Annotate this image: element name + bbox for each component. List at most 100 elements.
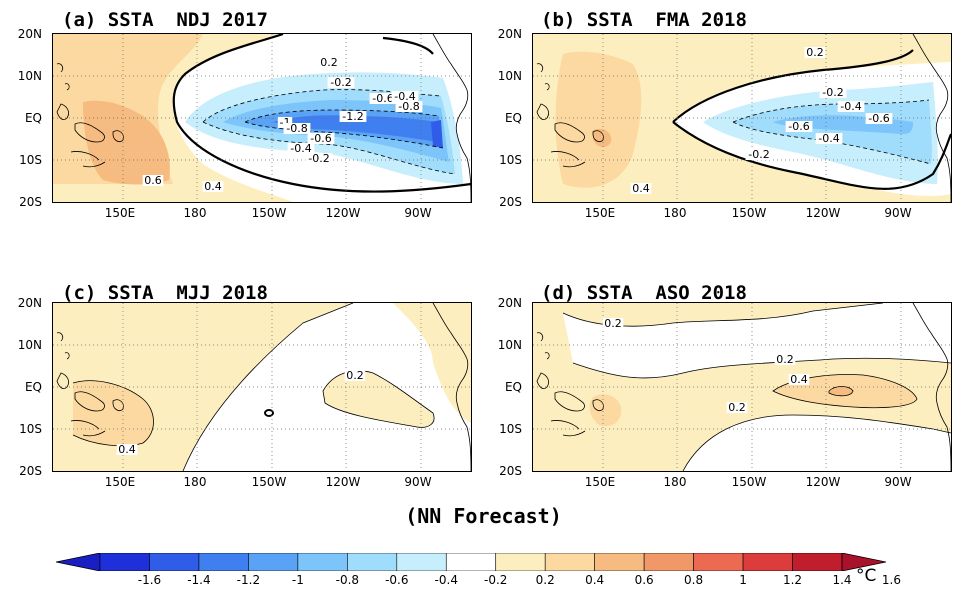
- contour-label-bg: [116, 444, 138, 455]
- lat-label: 10N: [17, 69, 42, 83]
- lat-label: 10S: [499, 153, 522, 167]
- colorbar-tick-label: 1.6: [881, 573, 901, 587]
- lon-label: 90W: [404, 206, 432, 220]
- lon-label: 150E: [584, 206, 616, 220]
- colorbar-unit: °C: [856, 566, 877, 586]
- coastline: [56, 34, 471, 202]
- lon-label: 150W: [251, 206, 287, 220]
- colorbar-tick-label: -0.4: [434, 573, 458, 587]
- colorbar-tick-label: -1.4: [187, 573, 211, 587]
- lon-label: 150E: [104, 206, 136, 220]
- colorbar-arrow-right: [841, 553, 886, 571]
- lon-label: 150E: [584, 475, 616, 489]
- contour-label: -0.6: [868, 112, 889, 125]
- contour-label: 0.2: [604, 317, 622, 330]
- colorbar-arrow-left: [56, 553, 101, 571]
- contour-label-bg: [865, 113, 893, 124]
- contour-label: -0.6: [372, 92, 393, 105]
- panel-title: (a) SSTA NDJ 2017: [62, 9, 268, 31]
- lon-label: 90W: [884, 475, 912, 489]
- contour-label-bg: [142, 175, 164, 186]
- contour-label: 0.4: [118, 443, 136, 456]
- grid: [53, 303, 471, 471]
- contour-line: [772, 374, 918, 409]
- contour-label: -0.4: [840, 100, 861, 113]
- panel-title: (b) SSTA FMA 2018: [541, 9, 747, 31]
- colorbar-swatch: [643, 553, 694, 571]
- contour-label-bg: [630, 183, 652, 194]
- lat-label: 10S: [19, 422, 42, 436]
- lat-label: 10S: [499, 422, 522, 436]
- contour-label-bg: [339, 111, 367, 122]
- lat-label: 20S: [19, 464, 42, 478]
- contour-label: -0.6: [788, 120, 809, 133]
- coastline: [536, 303, 951, 471]
- figure-caption: (NN Forecast): [405, 504, 562, 528]
- contour-zero: [672, 49, 951, 190]
- contour-label: 0.4: [790, 373, 808, 386]
- contour-label-bg: [804, 47, 826, 58]
- lat-label: EQ: [504, 111, 522, 125]
- contour-label: 0.2: [806, 46, 824, 59]
- warm-region: [73, 380, 154, 446]
- lon-label: 90W: [884, 206, 912, 220]
- warm-region: [593, 128, 612, 148]
- lon-label: 150W: [251, 475, 287, 489]
- map-canvas: 0.2-0.2-0.4-0.6-0.6-0.4-0.20.4: [533, 34, 951, 202]
- grid: [533, 303, 951, 471]
- contour-label-bg: [327, 77, 355, 88]
- contour-label: -1.2: [342, 110, 363, 123]
- lat-label: 10S: [19, 153, 42, 167]
- colorbar-swatch: [742, 553, 793, 571]
- warm-region: [829, 386, 853, 396]
- contour-line: [682, 414, 951, 471]
- colorbar-tick-label: 1.2: [782, 573, 803, 587]
- lat-label: EQ: [24, 111, 42, 125]
- lat-label: EQ: [24, 380, 42, 394]
- contour-label: -0.8: [286, 122, 307, 135]
- lon-label: 120W: [805, 206, 841, 220]
- contour-label: 0.2: [320, 56, 338, 69]
- map-panel-d: 0.2 0.2 0.4 0.2: [532, 302, 952, 472]
- colorbar-tick-label: 0.8: [684, 573, 704, 587]
- colorbar-swatch: [594, 553, 645, 571]
- cool-region: [273, 115, 439, 142]
- colorbar-tick-label: 1.4: [832, 573, 852, 587]
- colorbar-swatch: [445, 553, 497, 571]
- lon-label: 150W: [731, 206, 767, 220]
- panel-title: (c) SSTA MJJ 2018: [62, 282, 268, 304]
- map-canvas: 0.2-0.2-0.6 -0.4-0.8-1 -1.2-0.8-0.6-0.4-0.…: [53, 34, 471, 202]
- lat-label: 20S: [19, 195, 42, 209]
- lon-label: 180: [663, 475, 687, 489]
- colorbar-swatch: [248, 553, 299, 571]
- colorbar-swatch: [792, 553, 843, 571]
- contour-label-bg: [602, 318, 624, 329]
- lat-label: 20N: [497, 296, 522, 310]
- map-canvas: 0.2 0.4: [53, 303, 471, 471]
- colorbar-swatch: [99, 553, 150, 571]
- colorbar-swatch: [693, 553, 744, 571]
- contour-label-bg: [202, 181, 224, 192]
- colorbar-swatch: [396, 553, 447, 571]
- contour-label: -0.4: [818, 132, 839, 145]
- contour-label-bg: [318, 57, 340, 68]
- contour-label-bg: [287, 143, 315, 154]
- lat-label: EQ: [504, 380, 522, 394]
- lat-label: 20S: [499, 464, 522, 478]
- contour-label-bg: [307, 133, 335, 144]
- map-panel-c: 0.2 0.4: [52, 302, 472, 472]
- contour-label-bg: [283, 123, 311, 134]
- cool-region: [431, 120, 443, 148]
- colorbar-tick-label: -0.8: [335, 573, 360, 587]
- lon-label: 120W: [325, 475, 361, 489]
- contour-label: -0.8: [398, 100, 419, 113]
- colorbar-swatch: [297, 553, 348, 571]
- contour-zero: [172, 34, 471, 193]
- contour-label-bg: [395, 101, 423, 112]
- contour-label-bg: [391, 91, 419, 102]
- contour-label: -0.2: [308, 152, 329, 165]
- colorbar-swatch: [198, 553, 249, 571]
- neutral-region: [683, 415, 951, 471]
- lat-label: 20N: [17, 27, 42, 41]
- contour-label-bg: [344, 370, 366, 381]
